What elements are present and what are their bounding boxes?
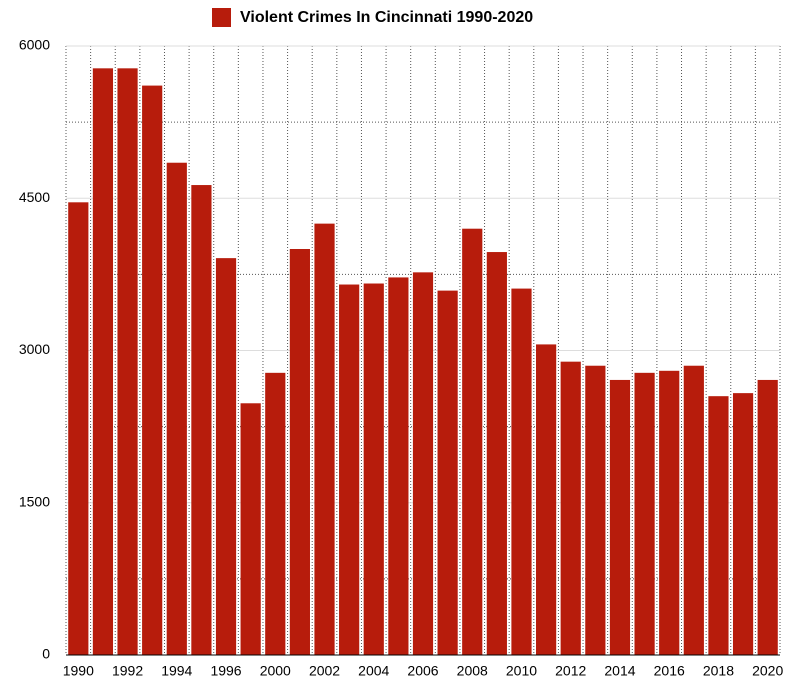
y-tick-label: 0 [42, 646, 50, 662]
bar [166, 162, 187, 655]
bar [560, 361, 581, 655]
x-tick-label: 2000 [260, 663, 291, 679]
bar [511, 288, 532, 655]
bar [585, 365, 606, 655]
x-tick-label: 2010 [506, 663, 537, 679]
x-tick-label: 2020 [752, 663, 783, 679]
bar [339, 284, 360, 655]
y-tick-label: 3000 [19, 341, 50, 357]
x-tick-label: 2016 [654, 663, 685, 679]
x-tick-label: 2002 [309, 663, 340, 679]
legend-swatch [212, 8, 231, 27]
bar [117, 68, 138, 655]
bar [388, 277, 409, 655]
bar [142, 85, 163, 655]
bar [68, 202, 89, 655]
bar [92, 68, 114, 655]
bar [659, 370, 680, 655]
bar [191, 185, 212, 655]
x-tick-label: 2012 [555, 663, 586, 679]
x-tick-label: 2008 [457, 663, 488, 679]
x-tick-label: 2014 [604, 663, 635, 679]
bar [732, 393, 754, 655]
bar [289, 249, 310, 655]
x-tick-label: 2006 [407, 663, 438, 679]
bar [314, 223, 335, 655]
x-tick-label: 1992 [112, 663, 143, 679]
bar [683, 365, 704, 655]
x-tick-label: 1990 [63, 663, 94, 679]
bar [240, 403, 261, 655]
y-tick-label: 1500 [19, 493, 50, 509]
bar [412, 272, 434, 655]
x-tick-label: 2018 [703, 663, 734, 679]
x-tick-label: 2004 [358, 663, 389, 679]
bar [265, 372, 286, 655]
bar [536, 344, 557, 655]
bar [363, 283, 384, 655]
bar [462, 228, 483, 655]
bar [708, 396, 729, 655]
bar [609, 379, 631, 655]
x-tick-label: 1996 [210, 663, 241, 679]
y-tick-label: 6000 [19, 37, 50, 53]
bar [486, 252, 507, 656]
x-tick-label: 1994 [161, 663, 192, 679]
legend-label: Violent Crimes In Cincinnati 1990-2020 [240, 9, 533, 26]
y-tick-label: 4500 [19, 189, 50, 205]
bar [215, 258, 237, 655]
bar [634, 372, 655, 655]
bar [437, 290, 458, 655]
bar [757, 379, 778, 655]
